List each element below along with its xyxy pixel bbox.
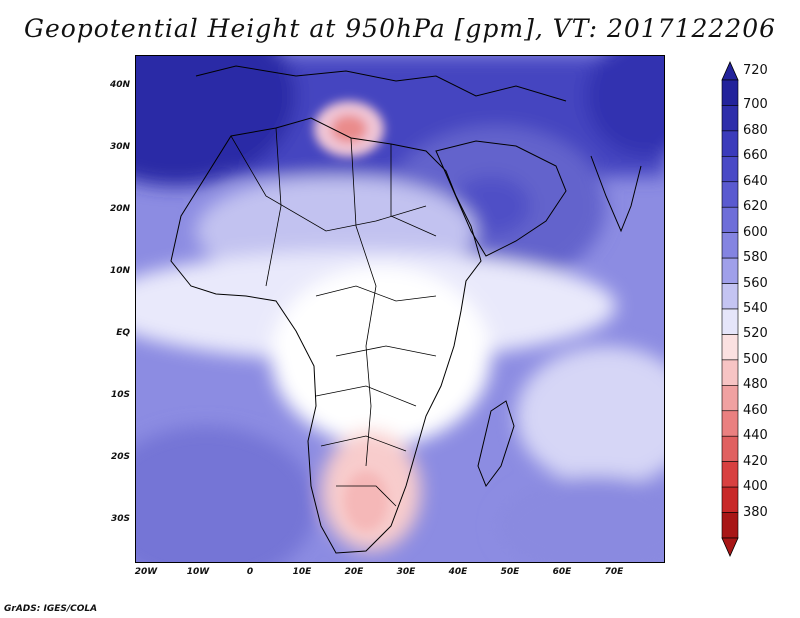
lat-label: 20N [109,204,130,214]
coastlines [170,65,642,554]
colorbar-level-label: 480 [743,377,768,393]
south-atlantic-field [136,426,316,562]
arabia-coastline [435,140,567,257]
lon-label: 40E [448,567,468,577]
colorbar-level-label: 500 [743,351,768,367]
africa-coastline [170,117,482,554]
lat-label: 10N [109,266,130,276]
colorbar-swatch [721,359,739,386]
lon-label: 60E [552,567,572,577]
lat-label: 40N [109,80,130,90]
colorbar-level-label: 460 [743,402,768,418]
lat-label: 30S [110,514,130,524]
colorbar-level-label: 720 [743,63,768,78]
southern-africa-core [344,471,388,531]
lon-label: 20W [134,567,158,577]
lat-label: 10S [110,390,130,400]
colorbar-level-label: 440 [743,428,768,444]
lat-label: 30N [109,142,130,152]
colorbar-swatch [721,512,739,539]
colorbar-level-label: 700 [743,97,768,113]
colorbar-level-label: 680 [743,122,768,138]
colorbar-swatch [721,334,739,361]
colorbar-bottom-arrow [721,537,739,557]
northeast-high-core [586,56,664,156]
colorbar-swatch [721,181,739,208]
colorbar-swatch [721,79,739,106]
lon-label: 20E [344,567,364,577]
colorbar-swatch [721,257,739,284]
equatorial-white [271,266,491,446]
europe-coastline [195,65,567,102]
lon-label: 70E [604,567,624,577]
colorbar-swatch [721,206,739,233]
colorbar-swatch [721,410,739,437]
colorbar-swatch [721,461,739,488]
colorbar-swatch [721,156,739,183]
colorbar-swatch [721,283,739,310]
lon-label: 30E [396,567,416,577]
colorbar-level-label: 540 [743,301,768,316]
colorbar-level-label: 640 [743,173,768,189]
country-borders [230,127,437,507]
map-panel[interactable] [135,55,665,563]
lat-label: EQ [116,328,130,338]
india-coastline [590,155,642,233]
colorbar-swatch [721,130,739,157]
height-field-map [136,56,664,562]
colorbar-swatch [721,435,739,462]
libya-low-core [331,115,367,143]
colorbar-level-label: 620 [743,199,768,215]
grads-credit: GrADS: IGES/COLA [4,604,98,614]
colorbar-level-label: 380 [743,504,768,520]
colorbar-level-label: 600 [743,224,768,240]
colorbar-level-label: 580 [743,250,768,266]
colorbar-swatch [721,308,739,335]
colorbar-level-label: 520 [743,326,768,342]
colorbar [721,61,739,557]
map-title: Geopotential Height at 950hPa [gpm], VT:… [23,14,777,43]
colorbar-level-label: 400 [743,479,768,495]
lon-label: 10E [292,567,312,577]
colorbar-level-label: 660 [743,148,768,164]
northwest-high-core [136,56,296,186]
colorbar-swatch [721,486,739,513]
colorbar-level-label: 560 [743,275,768,291]
lon-label: 10W [186,567,210,577]
colorbar-swatch [721,232,739,259]
south-indian-field [496,476,664,562]
lon-label: 50E [500,567,520,577]
colorbar-swatch [721,385,739,412]
colorbar-top-arrow [721,61,739,81]
colorbar-swatch [721,105,739,132]
lat-label: 20S [110,452,130,462]
indian-ocean-field [516,346,664,486]
colorbar-level-label: 420 [743,453,768,469]
lon-label: 0 [246,567,254,577]
madagascar-coastline [477,400,515,488]
